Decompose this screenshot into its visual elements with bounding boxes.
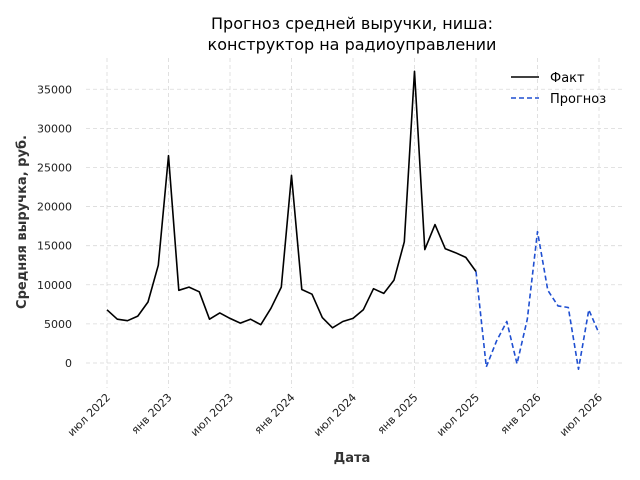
chart-title-line-2: конструктор на радиоуправлении [208,35,497,54]
x-tick-label: янв 2024 [252,391,298,437]
legend-label: Факт [550,71,585,86]
y-tick-label: 15000 [37,240,72,253]
x-tick-label: июл 2022 [65,391,113,439]
legend-label: Прогноз [550,92,606,107]
x-tick-label: июл 2024 [311,391,359,439]
x-tick-label: янв 2026 [498,391,544,437]
y-tick-label: 35000 [37,83,72,96]
y-tick-label: 5000 [44,318,72,331]
y-axis-label: Средняя выручка, руб. [15,135,30,309]
series-line-forecast [475,230,600,371]
grid [86,58,622,388]
series-line-fact [106,70,477,329]
x-tick-label: янв 2025 [375,391,421,437]
y-tick-label: 10000 [37,279,72,292]
x-tick-label: июл 2025 [434,391,482,439]
x-axis-label: Дата [334,451,371,466]
chart-title-line-1: Прогноз средней выручки, ниша: [211,14,493,33]
x-tick-label: янв 2023 [129,391,175,437]
x-axis-ticks: июл 2022 янв 2023 июл 2023 янв 2024 июл 2024… [65,391,605,439]
y-tick-label: 30000 [37,122,72,135]
y-axis-ticks: 0 5000 10000 15000 20000 25000 30000 35000 [37,83,72,370]
y-tick-label: 0 [65,357,72,370]
legend: Факт Прогноз [511,71,606,107]
y-tick-label: 25000 [37,161,72,174]
x-tick-label: июл 2023 [188,391,236,439]
x-tick-label: июл 2026 [557,391,605,439]
series-layer [106,70,600,371]
y-tick-label: 20000 [37,201,72,214]
